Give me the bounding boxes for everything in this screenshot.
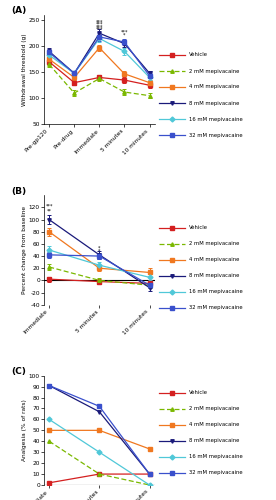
Text: ***: *** (95, 22, 103, 27)
Text: Vehicle: Vehicle (189, 225, 208, 230)
Text: Vehicle: Vehicle (189, 52, 208, 58)
Text: 2 mM mepivacaine: 2 mM mepivacaine (189, 241, 240, 246)
Text: 32 mM mepivacaine: 32 mM mepivacaine (189, 132, 243, 138)
Text: **: ** (47, 208, 52, 213)
Text: 4 mM mepivacaine: 4 mM mepivacaine (189, 422, 240, 427)
Text: ***: *** (95, 27, 103, 32)
Text: Vehicle: Vehicle (189, 390, 208, 395)
Y-axis label: Analgesia (% of rats): Analgesia (% of rats) (22, 400, 27, 462)
Text: (A): (A) (11, 6, 26, 16)
Text: 32 mM mepivacaine: 32 mM mepivacaine (189, 305, 243, 310)
Text: ***: *** (95, 24, 103, 29)
Y-axis label: Percent change from baseline: Percent change from baseline (22, 206, 27, 294)
Text: *: * (98, 248, 101, 253)
Text: 2 mM mepivacaine: 2 mM mepivacaine (189, 406, 240, 411)
Y-axis label: Withdrawal threshold (g): Withdrawal threshold (g) (22, 34, 27, 106)
Text: ***: *** (46, 204, 53, 209)
Text: 4 mM mepivacaine: 4 mM mepivacaine (189, 257, 240, 262)
Text: 2 mM mepivacaine: 2 mM mepivacaine (189, 68, 240, 73)
Text: 8 mM mepivacaine: 8 mM mepivacaine (189, 438, 240, 443)
Text: ***: *** (121, 30, 128, 35)
Text: 16 mM mepivacaine: 16 mM mepivacaine (189, 454, 243, 459)
Text: (B): (B) (11, 186, 26, 196)
Text: *: * (98, 245, 101, 250)
Text: 16 mM mepivacaine: 16 mM mepivacaine (189, 116, 243, 121)
Text: 32 mM mepivacaine: 32 mM mepivacaine (189, 470, 243, 475)
Text: 16 mM mepivacaine: 16 mM mepivacaine (189, 289, 243, 294)
Text: 8 mM mepivacaine: 8 mM mepivacaine (189, 100, 240, 105)
Text: ***: *** (95, 19, 103, 24)
Text: *: * (123, 32, 126, 37)
Text: 4 mM mepivacaine: 4 mM mepivacaine (189, 84, 240, 89)
Text: (C): (C) (11, 367, 26, 376)
Text: 8 mM mepivacaine: 8 mM mepivacaine (189, 273, 240, 278)
